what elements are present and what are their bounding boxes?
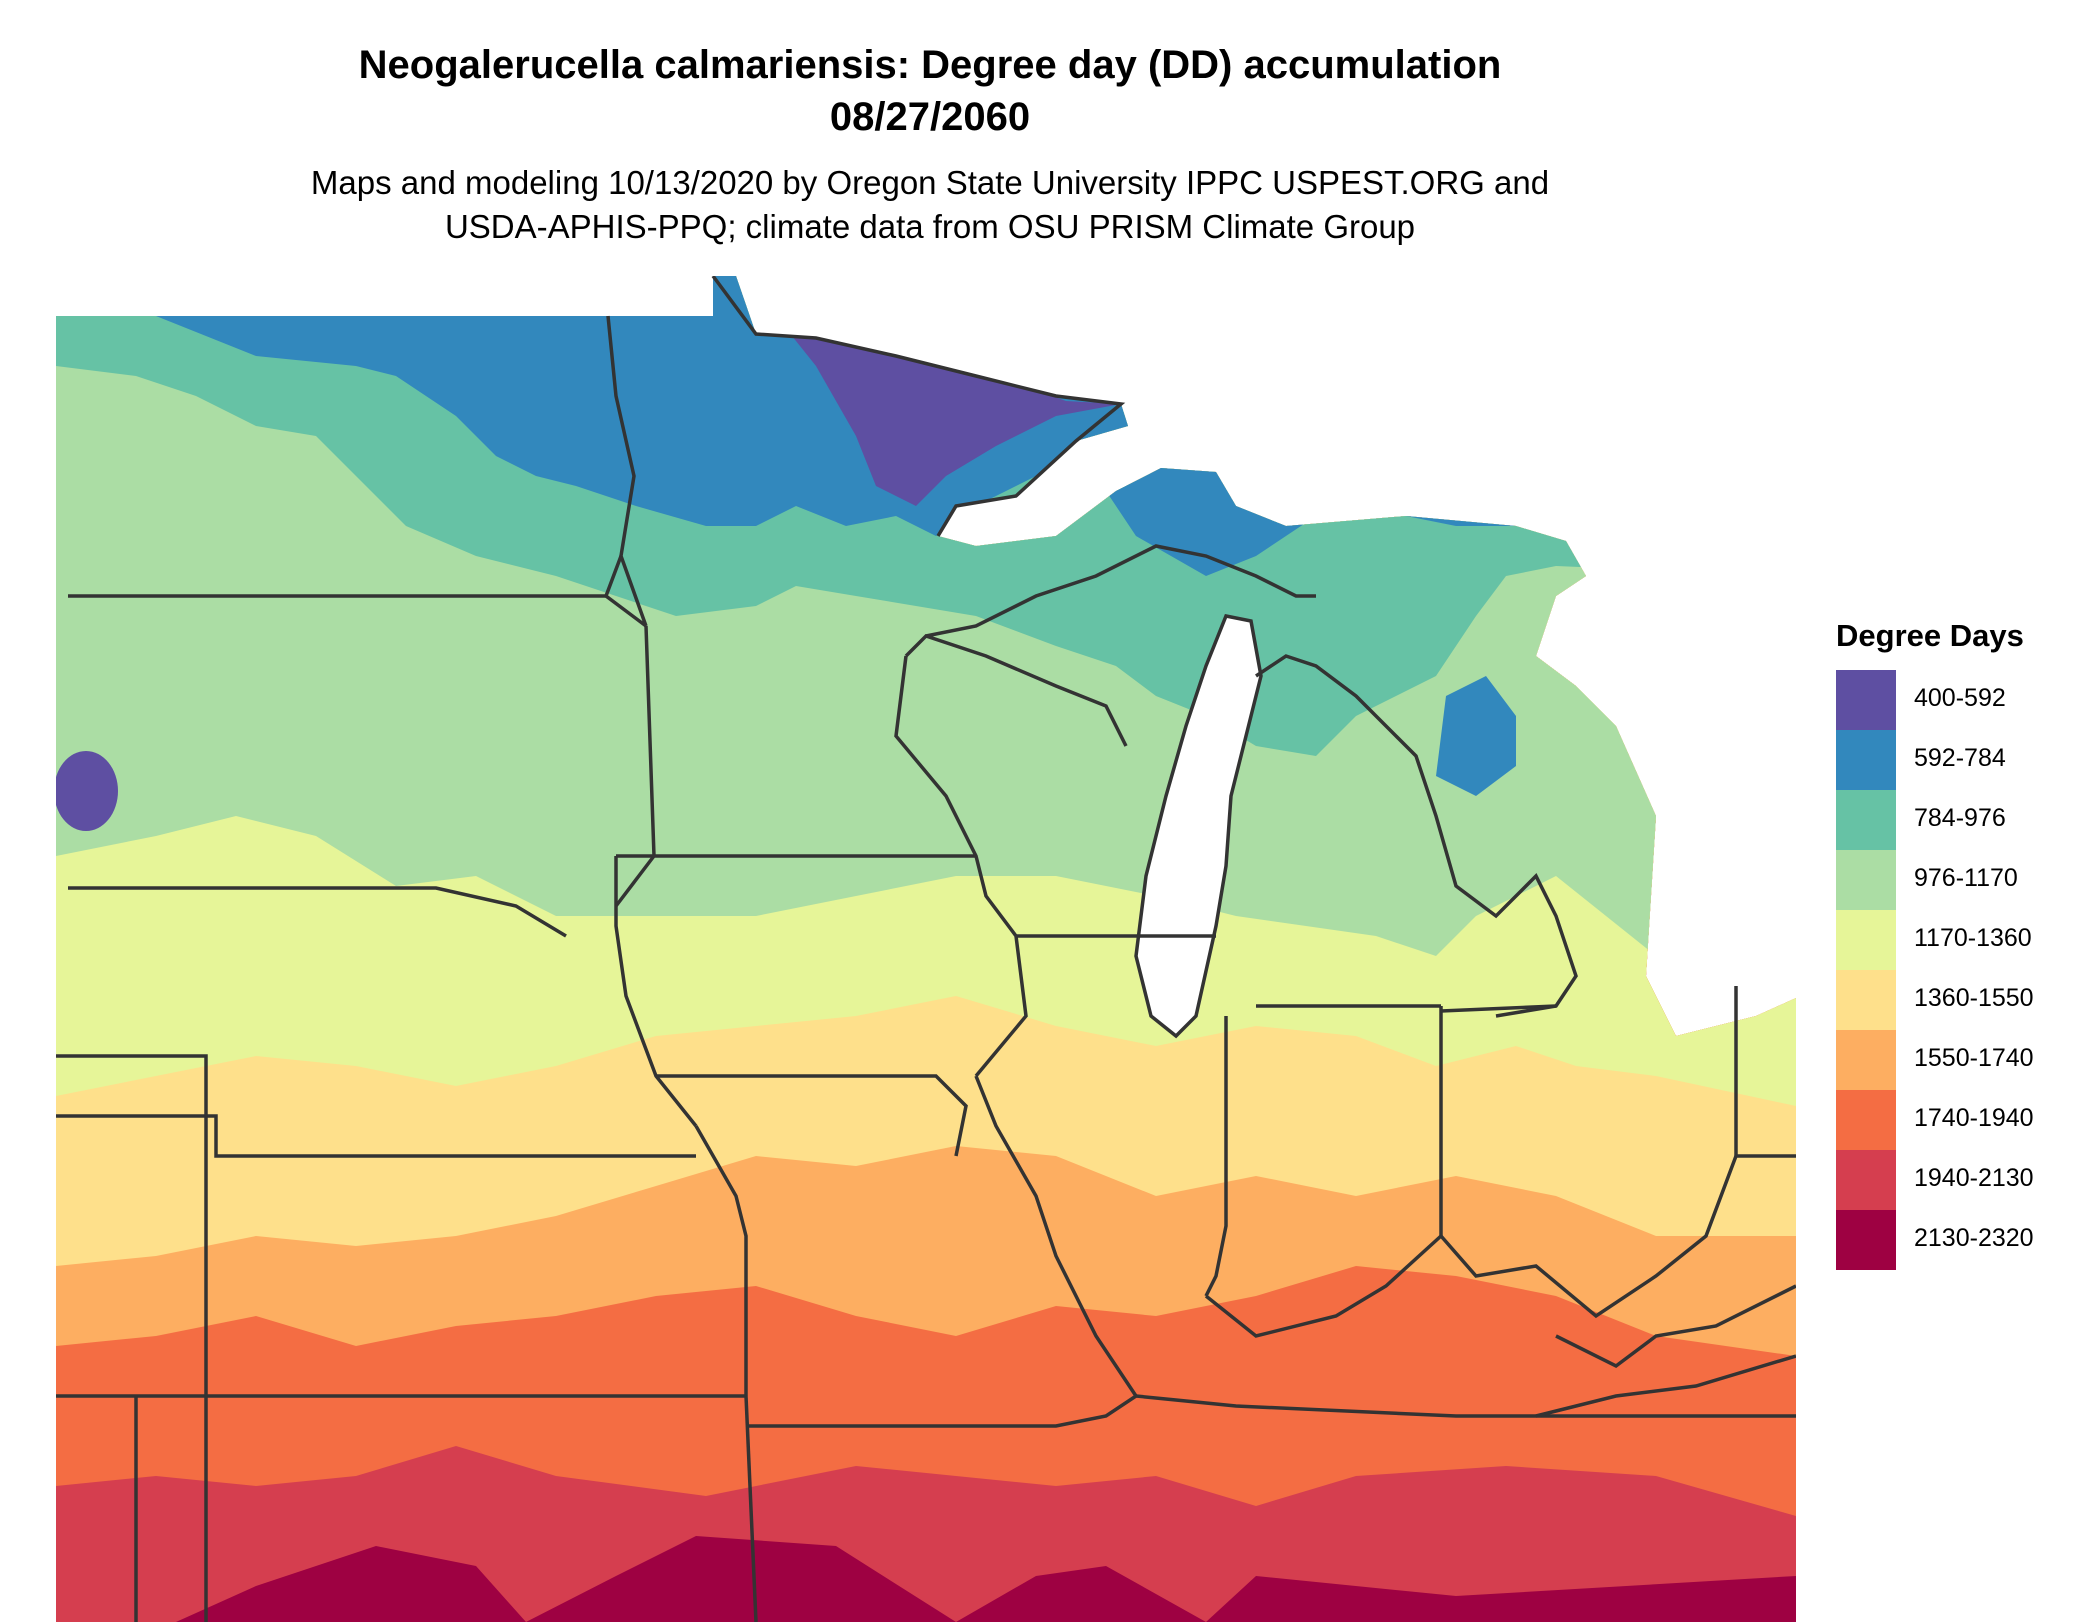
legend-label: 1170-1360 — [1914, 924, 2032, 952]
legend-label: 1940-2130 — [1914, 1164, 2034, 1192]
legend-swatch — [1836, 1090, 1896, 1150]
lake-michigan — [1136, 616, 1261, 1036]
zone-592-784-michigan — [1436, 676, 1516, 796]
zone-400-592-dakota-spot — [56, 751, 118, 831]
boundary-mo-ar — [746, 1394, 1137, 1428]
boundary-sd-ne — [68, 886, 567, 938]
legend-swatch — [1836, 730, 1896, 790]
boundary-ok-ar — [744, 1395, 758, 1622]
legend-swatch — [1836, 1210, 1896, 1270]
legend-swatch — [1836, 1150, 1896, 1210]
boundary-mn-wi — [894, 655, 1028, 1078]
boundary-wv — [1555, 1284, 1796, 1369]
boundary-mo-il — [974, 1075, 1138, 1397]
legend-swatch — [1836, 670, 1896, 730]
boundary-co-ne — [56, 1054, 208, 1622]
legend-swatch — [1836, 850, 1896, 910]
legend-label: 592-784 — [1914, 744, 2006, 772]
boundary-ky-tn — [1135, 1394, 1796, 1418]
boundary-va — [1535, 1354, 1796, 1418]
boundary-ks-mo — [694, 1125, 748, 1396]
legend-label: 2130-2320 — [1914, 1224, 2034, 1252]
boundary-mn-west — [603, 555, 648, 628]
boundary-il-in — [1204, 1016, 1228, 1297]
legend-swatch — [1836, 970, 1896, 1030]
legend-label: 784-976 — [1914, 804, 2006, 832]
legend-label: 1550-1740 — [1914, 1044, 2034, 1072]
boundary-oh-river — [1439, 1155, 1738, 1319]
boundary-michigan-up — [925, 544, 1316, 638]
boundary-ia-mo — [656, 1074, 968, 1157]
boundary-ia-west — [614, 856, 698, 1128]
state-boundaries — [56, 276, 1796, 1622]
legend-label: 976-1170 — [1914, 864, 2018, 892]
boundary-michigan-lower — [1255, 654, 1578, 1018]
map-title: Neogalerucella calmariensis: Degree day … — [358, 43, 1502, 87]
lake-michigan-shore — [1134, 613, 1263, 1039]
legend-swatch — [1836, 1030, 1896, 1090]
legend-label: 1360-1550 — [1914, 984, 2034, 1012]
map-credit-line-1: Maps and modeling 10/13/2020 by Oregon S… — [310, 164, 1550, 201]
legend-title: Degree Days — [1836, 618, 2024, 653]
boundary-ne-ks — [56, 1114, 696, 1158]
boundary-ky-in — [1204, 1234, 1443, 1338]
boundary-nd-mn — [606, 315, 648, 627]
degree-day-map — [56, 276, 1796, 1622]
legend-label: 400-592 — [1914, 684, 2006, 712]
legend-swatch — [1836, 790, 1896, 850]
boundary-oh-mi — [1440, 1004, 1557, 1013]
lake-superior-shore — [711, 276, 1126, 537]
map-date: 08/27/2060 — [829, 95, 1031, 139]
legend-swatch — [1836, 910, 1896, 970]
map-credit-line-2: USDA-APHIS-PPQ; climate data from OSU PR… — [444, 208, 1416, 245]
boundary-wi-mi — [904, 633, 1128, 747]
legend-label: 1740-1940 — [1914, 1104, 2034, 1132]
